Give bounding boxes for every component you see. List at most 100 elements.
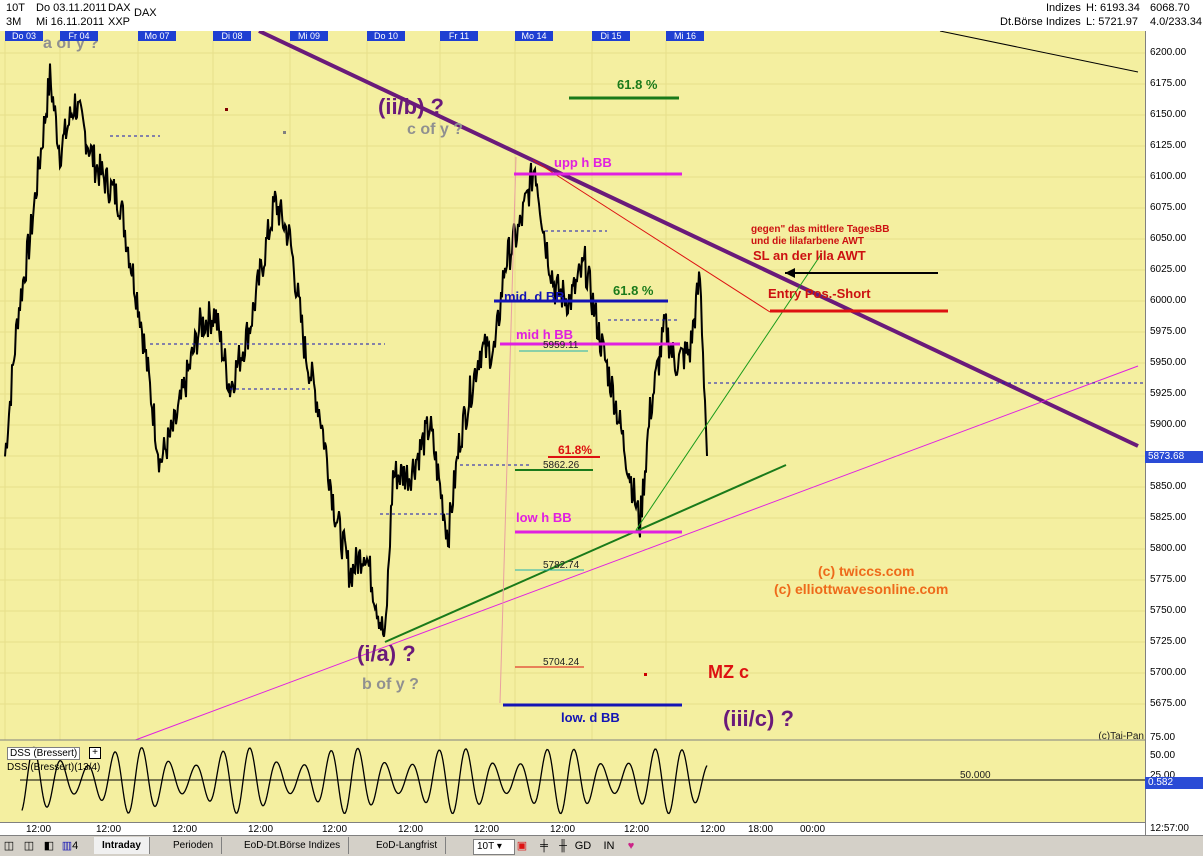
- time-tick: 12:00: [474, 824, 500, 835]
- y-tick-label: 6125.00: [1150, 140, 1187, 151]
- anno-sl: SL an der lila AWT: [753, 248, 866, 263]
- time-tick: 12:00: [398, 824, 424, 835]
- line-icon[interactable]: ╫: [559, 840, 567, 852]
- plot-background: [0, 31, 1145, 822]
- oscillator-background: [0, 740, 1145, 822]
- anno-elliottwaves: (c) elliottwavesonline.com: [774, 581, 948, 597]
- green-thin-line: [635, 252, 823, 531]
- osc-label-box-text: DSS (Bressert): [7, 747, 81, 760]
- anno-c-of-y: c of y ?: [407, 121, 463, 138]
- anno-entry: Entry Pos.-Short: [768, 286, 871, 301]
- time-tick: 12:00: [26, 824, 52, 835]
- nav-icon[interactable]: ◧: [43, 840, 55, 852]
- day-label: Di 15: [592, 31, 630, 41]
- value-1: 6068.70: [1150, 2, 1190, 14]
- green-trendline: [384, 464, 787, 643]
- footer-bar: ◫ ◫ ◧ ▥4 Intraday Perioden EoD-Dt.Börse …: [0, 835, 1203, 856]
- group-2: Dt.Börse Indizes: [1000, 16, 1081, 28]
- tab-eod-dt-boerse[interactable]: EoD-Dt.Börse Indizes: [236, 837, 350, 854]
- clock: 12:57:00: [1145, 822, 1203, 835]
- day-label: Mo 14: [515, 31, 553, 41]
- anno-mid-d-bb: mid. d BB: [504, 289, 565, 304]
- osc-tick: 50.00: [1150, 750, 1176, 761]
- exchange: XXP: [108, 16, 131, 28]
- taipan-copyright: (c)Tai-Pan: [1098, 731, 1144, 742]
- chart-count-value: 4: [72, 840, 79, 852]
- last-price-badge: 5873.68: [1145, 451, 1203, 463]
- y-tick-label: 5700.00: [1150, 667, 1187, 678]
- chart-count[interactable]: ▥4: [61, 840, 79, 852]
- y-tick-label: 6200.00: [1150, 47, 1187, 58]
- tab-intraday[interactable]: Intraday: [94, 837, 150, 854]
- osc-add-button[interactable]: +: [89, 747, 101, 759]
- oscillator-line: [21, 746, 708, 815]
- purple-trendline: [258, 31, 1139, 448]
- anno-iii-c: (iii/c) ?: [723, 706, 794, 731]
- period-select-value: 10T: [477, 841, 495, 852]
- low-value: L: 5721.97: [1086, 16, 1138, 28]
- price-label-5862: 5862.26: [543, 460, 580, 471]
- time-tick: 12:00: [322, 824, 348, 835]
- group-1: Indizes: [1046, 2, 1081, 14]
- date-to: Mi 16.11.2011: [36, 16, 105, 28]
- y-tick-label: 6000.00: [1150, 295, 1187, 306]
- y-tick-label: 5675.00: [1150, 698, 1187, 709]
- day-label: Mi 16: [666, 31, 704, 41]
- anno-mid-h-bb: mid h BB: [516, 327, 573, 342]
- day-label: Do 03: [5, 31, 43, 41]
- bar-icon[interactable]: ╪: [540, 840, 548, 852]
- time-tick: 12:00: [624, 824, 650, 835]
- anno-mz-c: MZ c: [708, 662, 749, 682]
- time-tick: 00:00: [800, 824, 826, 835]
- time-tick: 12:00: [96, 824, 122, 835]
- anno-fib-618-mid: 61.8 %: [613, 283, 654, 298]
- in-button[interactable]: IN: [603, 840, 615, 852]
- dot-marker: [283, 131, 286, 134]
- stop-loss-arrowhead: [785, 268, 795, 278]
- y-tick-label: 5800.00: [1150, 543, 1187, 554]
- nav-icon[interactable]: ◫: [23, 840, 35, 852]
- anno-twiccs: (c) twiccs.com: [818, 563, 914, 579]
- osc-tick: 25.00: [1150, 770, 1176, 781]
- time-tick: 12:00: [700, 824, 726, 835]
- tab-eod-langfrist[interactable]: EoD-Langfrist: [368, 837, 447, 854]
- anno-gegen: gegen" das mittlere TagesBB: [751, 224, 889, 235]
- time-tick: 18:00: [748, 824, 774, 835]
- time-tick: 12:00: [172, 824, 198, 835]
- y-tick-label: 6100.00: [1150, 171, 1187, 182]
- heart-icon[interactable]: ♥: [627, 840, 635, 852]
- day-label: Fr 11: [440, 31, 478, 41]
- candle-icon[interactable]: ▣: [516, 840, 528, 852]
- upper-right-line: [939, 31, 1139, 73]
- price-line: [4, 63, 708, 638]
- time-tick: 12:00: [248, 824, 274, 835]
- price-series: [4, 63, 708, 638]
- magenta-trendline: [129, 365, 1139, 743]
- gridlines: [0, 41, 1145, 822]
- anno-low-h-bb: low h BB: [516, 510, 572, 525]
- nav-icon[interactable]: ◫: [3, 840, 15, 852]
- y-tick-label: 5750.00: [1150, 605, 1187, 616]
- y-tick-label: 6175.00: [1150, 78, 1187, 89]
- price-label-5782: 5782.74: [543, 560, 580, 571]
- period-select[interactable]: 10T ▾: [473, 839, 515, 855]
- day-label: Fr 04: [60, 31, 98, 41]
- anno-lilafarbene: und die lilafarbene AWT: [751, 236, 864, 247]
- dot-marker: [225, 108, 228, 111]
- date-from: Do 03.11.2011: [36, 2, 107, 14]
- gd-button[interactable]: GD: [574, 840, 592, 852]
- anno-fib-618-red: 61.8%: [558, 443, 592, 457]
- y-tick-label: 6050.00: [1150, 233, 1187, 244]
- symbol-2: DAX: [134, 7, 157, 19]
- y-tick-label: 6025.00: [1150, 264, 1187, 275]
- price-chart[interactable]: a of y ? (ii/b) ? c of y ? (i/a) ? b of …: [0, 31, 1145, 822]
- period-1: 10T: [6, 2, 25, 14]
- y-tick-label: 5900.00: [1150, 419, 1187, 430]
- y-tick-label: 5725.00: [1150, 636, 1187, 647]
- price-label-5704: 5704.24: [543, 657, 580, 668]
- anno-i-a: (i/a) ?: [357, 641, 416, 666]
- dot-marker: [644, 673, 647, 676]
- oscillator-series: [21, 746, 708, 815]
- tab-perioden[interactable]: Perioden: [165, 837, 223, 854]
- anno-upp-h-bb: upp h BB: [554, 155, 612, 170]
